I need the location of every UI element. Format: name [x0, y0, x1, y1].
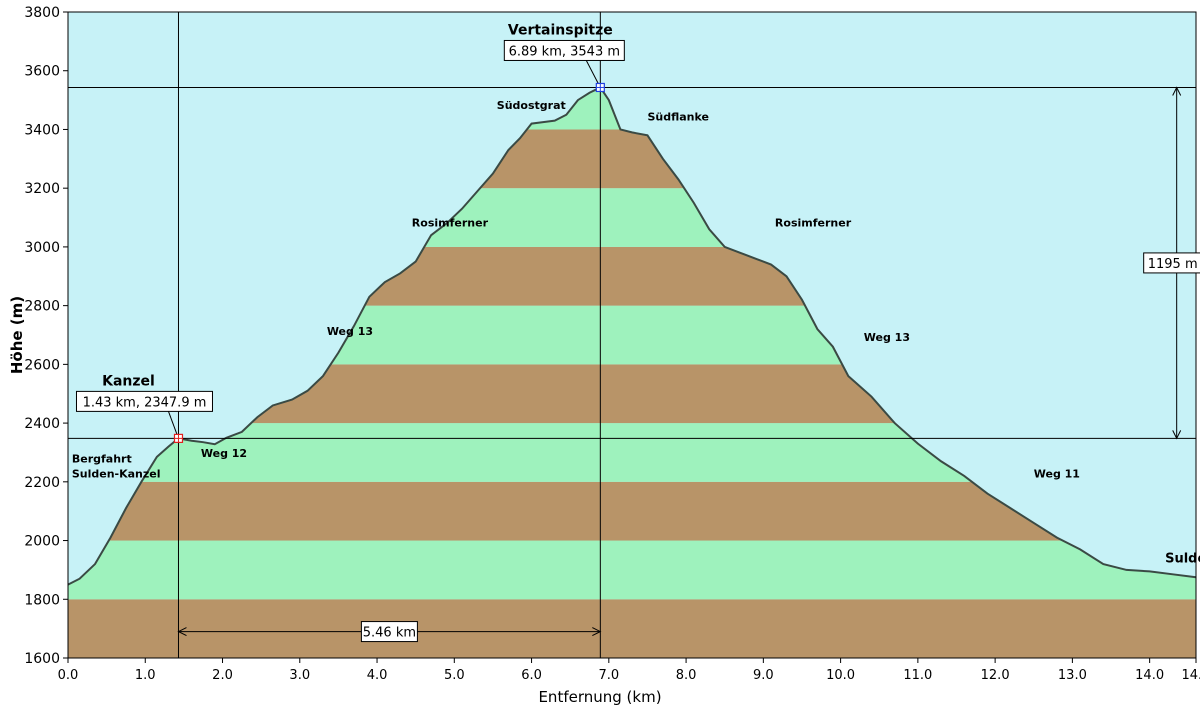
elevation-band: [68, 540, 1196, 600]
distance-arrow-left: [177, 627, 187, 637]
distance-arrow-right: [592, 627, 602, 637]
x-tick-label: 2.0: [212, 668, 233, 683]
y-axis-title: Höhe (m): [8, 296, 26, 374]
terrain-annotation: Weg 12: [201, 447, 247, 460]
x-tick-label: 4.0: [367, 668, 388, 683]
marker-label-box: [75, 390, 213, 412]
marker-name: Vertainspitze: [508, 22, 613, 38]
ascent-arrow-top: [1172, 86, 1182, 96]
y-tick-label: 3600: [24, 64, 60, 80]
marker-name: Kanzel: [102, 373, 155, 389]
x-tick-label: 14.6: [1182, 668, 1200, 683]
y-tick-label: 3800: [24, 5, 60, 21]
terrain-annotation: Weg 13: [327, 325, 373, 338]
x-axis-title: Entfernung (km): [538, 688, 661, 706]
terrain-annotation: Rosimferner: [775, 216, 852, 229]
y-tick-label: 2400: [24, 416, 60, 432]
marker-coordinate-label: 1.43 km, 2347.9 m: [83, 395, 207, 410]
x-tick-label: 9.0: [753, 668, 774, 683]
distance-label-box: [360, 621, 418, 643]
terrain-annotation: Südflanke: [647, 111, 709, 124]
x-tick-label: 12.0: [981, 668, 1010, 683]
plot-frame: [67, 11, 1197, 659]
x-tick-label: 1.0: [135, 668, 156, 683]
marker-coordinate-label: 6.89 km, 3543 m: [509, 44, 620, 59]
terrain-annotation: Sulden-Kanzel: [72, 467, 161, 480]
x-tick-label: 7.0: [598, 668, 619, 683]
y-tick-label: 1600: [24, 651, 60, 667]
distance-label: 5.46 km: [363, 626, 416, 641]
elevation-profile-line: [67, 86, 1197, 586]
y-tick-label: 1800: [24, 592, 60, 608]
terrain-annotation: Sulden: [1165, 552, 1200, 567]
x-tick-label: 8.0: [676, 668, 697, 683]
x-tick-label: 13.0: [1058, 668, 1087, 683]
x-tick-label: 10.0: [826, 668, 855, 683]
ascent-label: 1195 m: [1148, 257, 1198, 272]
ascent-arrow-bottom: [1172, 430, 1182, 440]
terrain-annotation: Weg 11: [1034, 467, 1080, 480]
x-tick-label: 3.0: [289, 668, 310, 683]
marker-label-box: [503, 39, 625, 61]
y-tick-label: 3200: [24, 181, 60, 197]
terrain-annotation: Bergfahrt: [72, 453, 132, 466]
elevation-band: [68, 599, 1196, 658]
y-tick-label: 3400: [24, 122, 60, 138]
ascent-label-box: [1143, 252, 1200, 274]
x-tick-label: 0.0: [58, 668, 79, 683]
y-tick-label: 2800: [24, 299, 60, 315]
x-tick-label: 5.0: [444, 668, 465, 683]
y-tick-label: 2200: [24, 475, 60, 491]
y-tick-label: 3000: [24, 240, 60, 256]
y-tick-label: 2600: [24, 357, 60, 373]
terrain-annotation: Rosimferner: [412, 216, 489, 229]
y-tick-label: 2000: [24, 534, 60, 550]
terrain-annotation: Weg 13: [864, 331, 910, 344]
x-tick-label: 11.0: [903, 668, 932, 683]
x-tick-label: 6.0: [521, 668, 542, 683]
terrain-annotation: Südostgrat: [497, 99, 566, 112]
x-tick-label: 14.0: [1135, 668, 1164, 683]
